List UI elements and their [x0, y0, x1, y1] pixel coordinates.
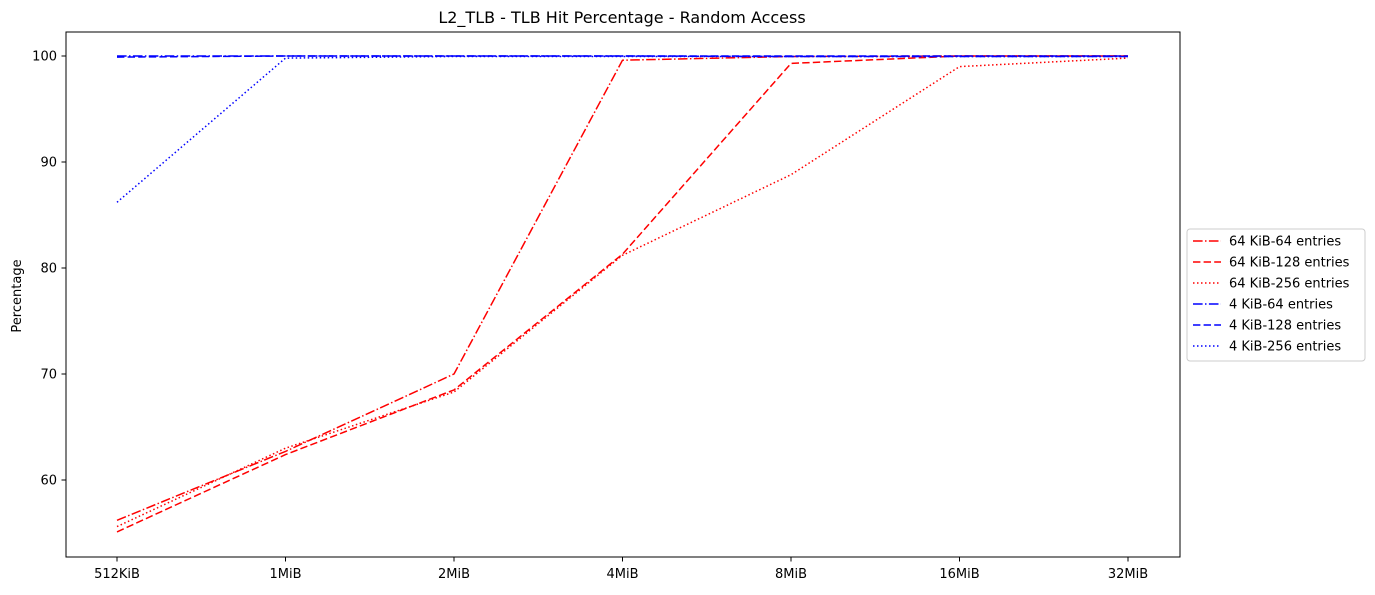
series-line-5 — [116, 55, 1128, 58]
legend-box — [1186, 228, 1366, 362]
series-line-3 — [116, 57, 1129, 528]
y-tick-label: 80 — [40, 262, 57, 277]
chart-title: L2_TLB - TLB Hit Percentage - Random Acc… — [438, 8, 805, 28]
legend-label-2: 64 KiB-128 entries — [1229, 256, 1350, 271]
x-tick-label: 16MiB — [939, 567, 979, 582]
legend-label-3: 64 KiB-256 entries — [1229, 277, 1350, 292]
y-tick-label: 90 — [40, 156, 57, 171]
y-tick-label: 60 — [40, 474, 57, 489]
series-line-1 — [116, 55, 1128, 521]
legend-label-6: 4 KiB-256 entries — [1229, 340, 1341, 355]
x-tick-label: 2MiB — [438, 567, 470, 582]
x-tick-label: 32MiB — [1108, 567, 1148, 582]
x-tick-label: 8MiB — [775, 567, 807, 582]
legend-label-1: 64 KiB-64 entries — [1229, 235, 1341, 250]
y-tick-label: 70 — [40, 368, 57, 383]
x-tick-label: 1MiB — [269, 567, 301, 582]
plot-area: 512KiB 1MiB 2MiB 4MiB 8MiB 16MiB 32MiB 60 70 80 90… — [32, 31, 1181, 582]
x-tick-label: 4MiB — [606, 567, 638, 582]
series-line-6 — [116, 55, 1128, 203]
legend: 64 KiB-64 entries 64 KiB-128 entries 64 Ki… — [1186, 228, 1366, 362]
x-tick-label: 512KiB — [94, 567, 140, 582]
y-tick-label: 100 — [32, 50, 57, 65]
legend-label-5: 4 KiB-128 entries — [1229, 319, 1341, 334]
legend-label-4: 4 KiB-64 entries — [1229, 298, 1333, 313]
y-axis-title: Percentage — [10, 259, 25, 332]
series-line-2 — [116, 55, 1128, 533]
